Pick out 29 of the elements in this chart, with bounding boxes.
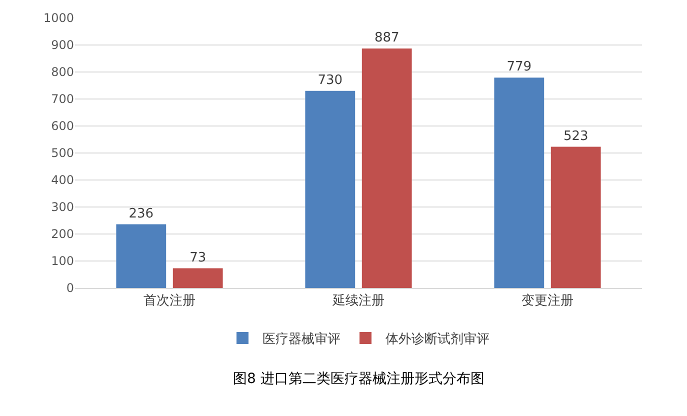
data-label: 887	[374, 30, 400, 46]
bar	[116, 224, 166, 288]
y-tick-label: 300	[51, 200, 74, 214]
caption: 图8 进口第二类医疗器械注册形式分布图	[233, 371, 484, 387]
y-tick-label: 800	[51, 65, 74, 80]
bar	[305, 90, 356, 288]
y-tick-label: 900	[51, 38, 74, 52]
bar	[550, 146, 601, 288]
legend-label: 体外诊断试剂审评	[386, 331, 490, 348]
data-label: 779	[506, 60, 532, 75]
bar	[494, 78, 544, 288]
data-label: 523	[563, 128, 588, 144]
bar	[362, 48, 412, 288]
y-tick-label: 700	[51, 92, 74, 106]
y-tick-label: 600	[51, 119, 74, 134]
y-tick-label: 500	[51, 146, 74, 160]
y-tick-label: 0	[66, 281, 74, 296]
y-tick-label: 100	[51, 254, 74, 268]
bar	[172, 268, 223, 288]
y-tick-label: 400	[51, 173, 74, 188]
x-tick-label: 变更注册	[522, 294, 574, 309]
x-tick-label: 延续注册	[332, 294, 384, 309]
data-label: 730	[318, 72, 343, 88]
data-label: 236	[128, 206, 154, 222]
y-tick-label: 200	[51, 227, 74, 242]
x-tick-label: 首次注册	[144, 294, 196, 309]
y-tick-label: 1000	[43, 11, 74, 26]
data-label: 73	[190, 250, 206, 266]
legend-label: 医疗器械审评	[262, 331, 340, 348]
